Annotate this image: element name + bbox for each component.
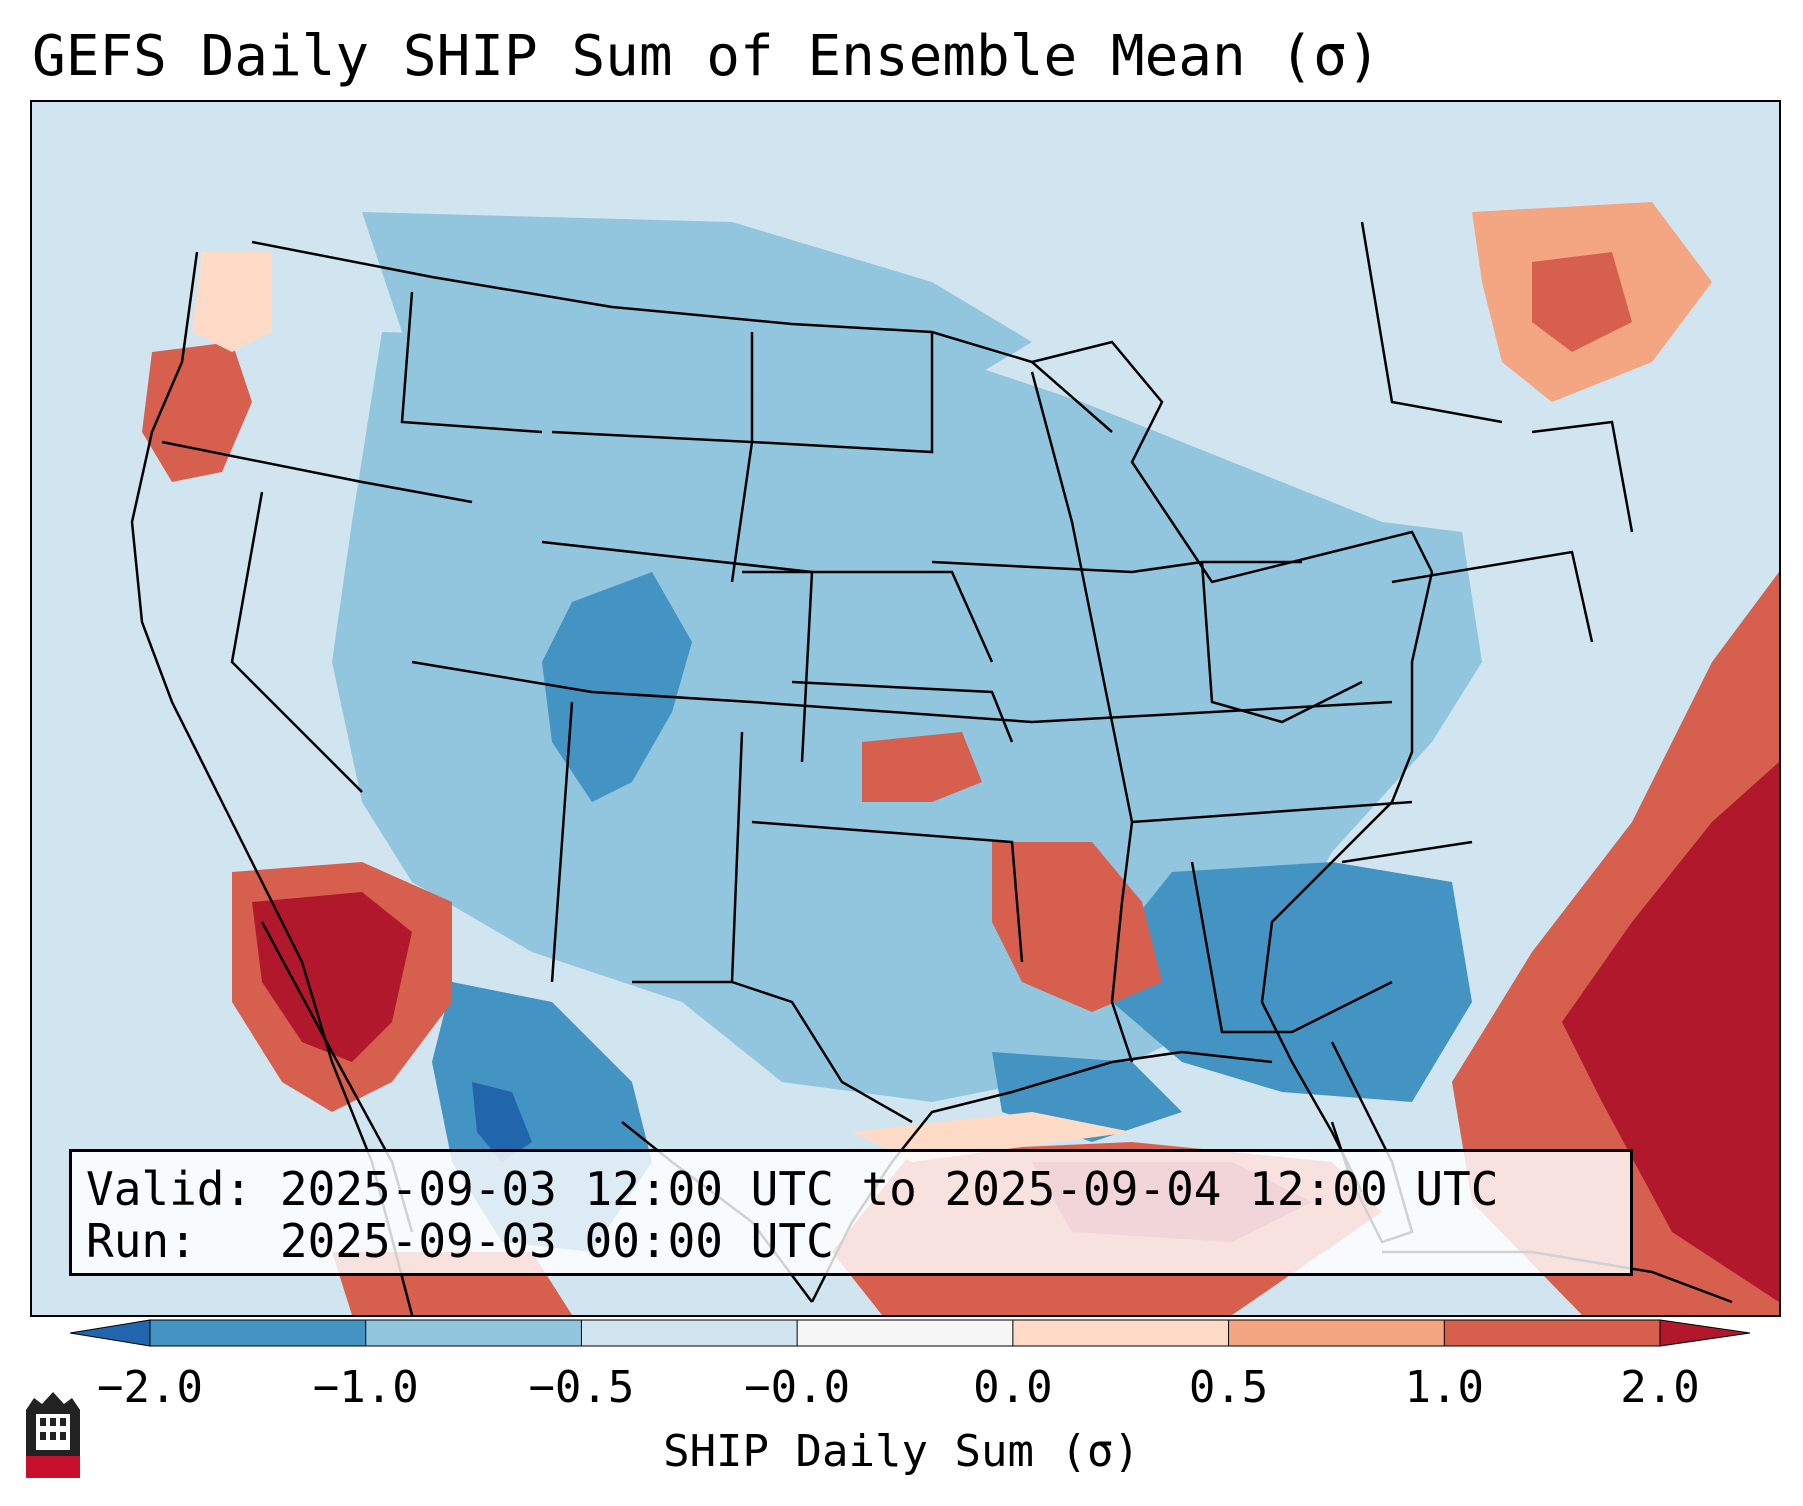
run-label: Run: [86,1214,197,1268]
colorbar-extend-low [70,1319,151,1347]
state-line-ny [1531,420,1634,533]
run-line: Run: 2025-09-03 00:00 UTC [86,1214,834,1268]
field-pnw-light [192,252,272,352]
colorbar-tick-label: −1.0 [312,1362,419,1413]
colorbar-tick-label: −0.0 [744,1362,851,1413]
colorbar-label: SHIP Daily Sum (σ) [663,1426,1140,1477]
state-line-montana [400,291,543,434]
coastline-west [130,251,414,1315]
colorbar-segment [1228,1320,1445,1346]
field-colorado-blue [542,572,692,802]
state-line-west [161,440,473,504]
colorbar-tick-label: 0.5 [1188,1362,1269,1413]
colorbar-segment [797,1320,1014,1346]
colorbar-tick-label: 2.0 [1620,1362,1700,1413]
colorbar-segment [1444,1320,1661,1346]
valid-label: Valid: [86,1162,253,1216]
state-line-4corners [411,660,1393,724]
state-line-mississippi-river [1030,371,1134,1063]
state-line-carolinas [1341,840,1473,864]
east-coast [1260,571,1434,1193]
colorbar-tick-label: −2.0 [97,1362,203,1413]
map-panel: Valid: 2025-09-03 12:00 UTC to 2025-09-0… [30,100,1781,1317]
field-sw-dark [252,892,412,1062]
colorbar-tick-label: 1.0 [1404,1362,1485,1413]
map-title: GEFS Daily SHIP Sum of Ensemble Mean (σ) [32,24,1381,89]
great-lakes [1031,340,1434,584]
state-line-az-nm [550,701,574,983]
state-line-nevada [230,491,363,793]
colorbar-segment [1012,1320,1230,1346]
valid-run-box: Valid: 2025-09-03 12:00 UTC to 2025-09-0… [69,1149,1633,1276]
colorbar-segment [150,1320,367,1346]
colorbar-tick-label: −0.5 [528,1362,635,1413]
state-line-ohio [1200,561,1363,724]
state-line-pa [1391,550,1594,643]
state-line-kansas [791,680,1014,743]
field-northern-plains [362,212,1032,402]
state-line-texas [731,980,913,1124]
state-line-oklahoma [751,820,1024,963]
canada-quebec [1360,221,1503,424]
shaded-field [32,102,1779,1315]
state-line-tennessee [1131,800,1413,824]
colorbar-segment [365,1320,582,1346]
state-line-dakotas [750,332,934,454]
colorbar-extend-high [1659,1319,1750,1347]
run-value: 2025-09-03 00:00 UTC [279,1214,834,1268]
valid-value: 2025-09-03 12:00 UTC to 2025-09-04 12:00… [279,1162,1499,1216]
colorbar-segment [581,1320,798,1346]
state-line-midwest [931,560,1302,574]
colorbar-tick-label: 0.0 [973,1362,1053,1413]
field-pacific-nw-red [142,342,252,482]
niu-logo-icon [26,1392,80,1478]
colorbar [70,1319,1750,1347]
field-kansas-red [862,732,982,802]
field-mexico-deep [472,1082,532,1162]
field-arkansas-red [992,842,1162,1012]
field-atlantic-dark [1562,762,1779,1302]
field-quebec-dark [1532,252,1632,352]
valid-line: Valid: 2025-09-03 12:00 UTC to 2025-09-0… [86,1162,1498,1216]
state-line-south [1190,861,1393,1034]
state-line-nebraska [742,570,994,663]
